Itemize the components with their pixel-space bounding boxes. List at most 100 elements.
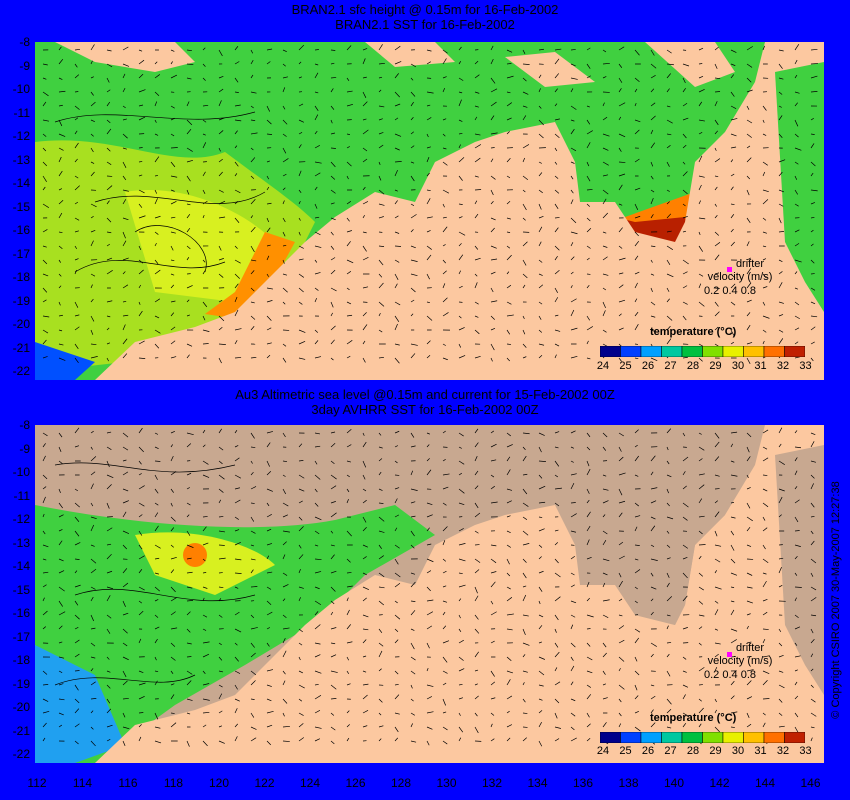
current-arrow	[170, 105, 175, 109]
current-arrow	[730, 431, 738, 434]
current-arrow	[330, 627, 337, 630]
current-arrow	[218, 530, 226, 533]
current-arrow	[650, 287, 653, 292]
current-arrow	[154, 119, 157, 123]
current-arrow	[458, 119, 463, 122]
current-arrow	[42, 259, 48, 265]
current-arrow	[746, 217, 751, 224]
current-arrow	[346, 498, 349, 504]
current-arrow	[218, 460, 223, 465]
current-arrow	[314, 114, 319, 121]
current-arrow	[634, 298, 638, 303]
current-arrow	[250, 530, 256, 534]
colorbar-segment	[702, 346, 724, 357]
bottom-map	[35, 425, 824, 763]
current-arrow	[170, 502, 173, 507]
current-arrow	[138, 73, 144, 79]
current-arrow	[778, 105, 782, 108]
current-arrow	[90, 586, 96, 590]
current-arrow	[682, 712, 690, 717]
current-arrow	[266, 287, 274, 290]
current-arrow	[714, 254, 720, 261]
current-arrow	[58, 199, 64, 205]
current-arrow	[570, 77, 578, 80]
current-arrow	[154, 133, 159, 136]
current-arrow	[618, 245, 623, 249]
current-arrow	[794, 315, 800, 320]
current-arrow	[250, 132, 258, 135]
current-arrow	[298, 670, 304, 674]
current-arrow	[410, 445, 416, 448]
bottom-title-line2: 3day AVHRR SST for 16-Feb-2002 00Z	[311, 402, 539, 417]
current-arrow	[554, 73, 560, 79]
current-arrow	[602, 102, 605, 107]
current-arrow	[730, 49, 737, 53]
current-arrow	[618, 555, 625, 560]
current-arrow	[314, 654, 321, 658]
current-arrow	[458, 472, 462, 476]
current-arrow	[714, 272, 720, 275]
current-arrow	[218, 670, 224, 673]
current-arrow	[346, 271, 352, 275]
current-arrow	[58, 314, 63, 317]
top-lat-label: -22	[12, 364, 30, 378]
current-arrow	[634, 271, 640, 275]
current-arrow	[362, 129, 369, 135]
current-arrow	[762, 474, 768, 476]
current-arrow	[554, 502, 560, 507]
current-arrow	[810, 91, 818, 93]
current-arrow	[218, 544, 225, 546]
current-arrow	[122, 530, 130, 534]
current-arrow	[170, 200, 177, 205]
current-arrow	[458, 231, 466, 236]
current-arrow	[650, 102, 656, 107]
current-arrow	[586, 581, 590, 588]
current-arrow	[330, 231, 334, 236]
current-arrow	[618, 88, 622, 93]
current-arrow	[426, 458, 430, 462]
current-arrow	[442, 147, 447, 150]
current-arrow	[346, 710, 350, 714]
current-arrow	[682, 161, 686, 165]
current-arrow	[586, 284, 590, 289]
current-arrow	[490, 501, 498, 504]
current-arrow	[154, 557, 160, 560]
current-arrow	[58, 133, 66, 137]
current-arrow	[666, 49, 672, 54]
current-arrow	[154, 231, 159, 235]
current-arrow	[650, 301, 656, 306]
current-arrow	[474, 695, 479, 700]
current-arrow	[378, 203, 385, 206]
current-arrow	[42, 273, 49, 277]
current-arrow	[282, 173, 287, 177]
current-arrow	[522, 698, 526, 703]
current-arrow	[378, 329, 383, 333]
current-arrow	[314, 340, 319, 345]
current-arrow	[298, 698, 303, 702]
current-arrow	[138, 638, 142, 644]
current-arrow	[634, 324, 639, 331]
top-current-vectors	[42, 44, 818, 364]
current-arrow	[186, 175, 191, 182]
colorbar-tick-label: 24	[596, 745, 610, 757]
current-arrow	[474, 213, 479, 219]
current-arrow	[378, 446, 383, 449]
current-arrow	[634, 203, 639, 210]
current-arrow	[490, 327, 496, 331]
current-arrow	[138, 284, 142, 289]
top-lat-label: -20	[12, 317, 30, 331]
current-arrow	[266, 300, 273, 303]
current-arrow	[58, 656, 65, 659]
current-arrow	[522, 157, 526, 163]
current-arrow	[106, 446, 112, 450]
current-arrow	[442, 216, 447, 219]
current-arrow	[602, 256, 608, 261]
current-arrow	[234, 104, 241, 107]
current-arrow	[730, 600, 735, 603]
current-arrow	[378, 76, 383, 79]
current-arrow	[122, 133, 128, 139]
current-arrow	[458, 656, 464, 661]
current-arrow	[330, 512, 337, 518]
current-arrow	[250, 356, 257, 359]
current-arrow	[794, 147, 802, 151]
